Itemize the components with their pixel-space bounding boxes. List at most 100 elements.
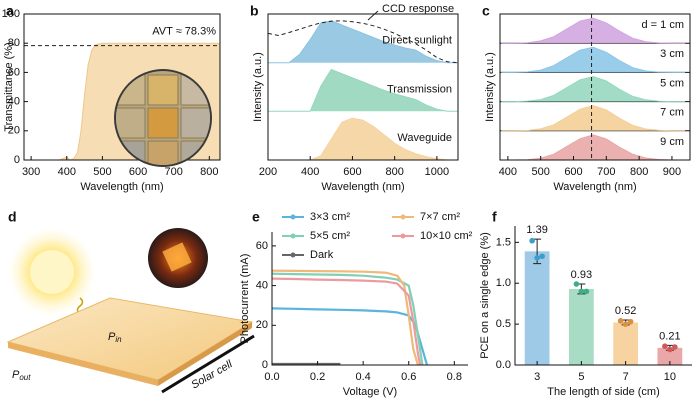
p-in-label: Pin (108, 331, 122, 344)
y-axis-label: Intensity (a.u.) (484, 52, 496, 122)
spectrum-curve (501, 46, 686, 73)
y-axis-label: Intensity (a.u.) (252, 52, 264, 122)
x-tick-label: 0.2 (310, 371, 325, 383)
series-label: Direct sunlight (382, 35, 452, 47)
sample-point (622, 321, 629, 327)
symbol: P (108, 331, 116, 343)
y-axis-label: Photocurrent (mA) (239, 254, 251, 344)
tile (147, 74, 179, 106)
panel: f The length of side (cm) PCE on a single … (479, 209, 692, 398)
series-label: 9 cm (660, 136, 684, 148)
x-tick-label: 700 (597, 166, 615, 178)
sample-point (529, 237, 535, 244)
legend-label: 5×5 cm² (310, 230, 350, 242)
sample-point (672, 344, 678, 350)
y-tick-label: 80 (8, 37, 20, 49)
y-axis-label: PCE on a single edge (%) (479, 232, 491, 359)
tile (147, 140, 179, 165)
series-label: d = 1 cm (642, 19, 685, 31)
y-tick-label: 60 (256, 240, 268, 252)
spectrum-fill (268, 118, 458, 160)
x-tick-label: 800 (385, 166, 403, 178)
axis-frame (499, 13, 691, 161)
subscript: out (19, 373, 31, 382)
y-tick-label: 20 (256, 319, 268, 331)
panel-letter: e (252, 209, 260, 225)
spectrum-fill (501, 47, 686, 73)
x-tick-label: 900 (663, 166, 681, 178)
x-tick-label: 300 (22, 166, 40, 178)
series-label: Transmission (387, 83, 452, 95)
sample-point (534, 255, 540, 261)
legend-label: 10×10 cm² (420, 230, 473, 242)
iv-curve (271, 272, 424, 366)
solar-cell (161, 334, 255, 394)
x-axis-label: Wavelength (nm) (553, 181, 636, 193)
y-tick-label: 0 (14, 154, 20, 166)
y-tick-label: 0 (262, 359, 268, 371)
axis-frame (271, 232, 468, 366)
x-axis-label: Voltage (V) (343, 386, 397, 398)
spectrum-curve (268, 20, 458, 64)
x-tick-label: 1000 (425, 166, 449, 178)
legend-marker (290, 214, 296, 220)
series-label: 5 cm (660, 77, 684, 89)
legend-label: 7×7 cm² (420, 211, 460, 223)
x-tick-label: 0.4 (356, 371, 371, 383)
axis-frame (23, 13, 221, 161)
legend-label: Dark (310, 249, 334, 261)
y-tick-label: 100 (2, 8, 20, 20)
panel: b Wavelength (nm) Intensity (a.u.) Direct s… (250, 3, 459, 193)
spectrum-curve (268, 68, 458, 112)
x-tick-label: 200 (259, 166, 277, 178)
sample-point (583, 288, 590, 295)
spectrum-fill (501, 105, 686, 131)
x-tick-label: 0.8 (447, 371, 462, 383)
legend-marker (290, 252, 296, 258)
panel-letter: b (250, 3, 259, 19)
sun-core (30, 250, 74, 294)
value-label: 1.39 (526, 224, 547, 236)
bar (657, 347, 683, 365)
x-tick-label: 500 (532, 166, 550, 178)
legend-marker (290, 233, 296, 239)
x-tick-label: 600 (343, 166, 361, 178)
series-label: 3 cm (660, 48, 684, 60)
bar (568, 288, 594, 365)
y-axis-label: Transmittance (%) (3, 42, 15, 131)
x-tick-label: 5 (578, 371, 584, 383)
panel-letter: a (6, 3, 14, 19)
spectrum-curve (501, 134, 686, 161)
symbol: P (12, 369, 20, 381)
x-tick-label: 800 (200, 166, 218, 178)
x-tick-label: 800 (630, 166, 648, 178)
tile (116, 107, 146, 139)
panel-letter: f (492, 209, 497, 225)
tile (180, 107, 210, 139)
bar (524, 251, 550, 365)
glow-square (162, 242, 192, 272)
y-tick-label: 1.5 (496, 236, 511, 248)
panel-letter: c (482, 3, 490, 19)
y-tick-label: 40 (8, 96, 20, 108)
panel: c Wavelength (nm) Intensity (a.u.) d = 1 cm… (482, 3, 691, 193)
transmittance-curve (24, 42, 220, 161)
panel-letter: d (8, 209, 17, 225)
plate-edge (158, 322, 252, 386)
x-tick-label: 400 (499, 166, 517, 178)
x-tick-label: 400 (301, 166, 319, 178)
series-label: Waveguide (397, 132, 452, 144)
value-label: 0.21 (659, 330, 680, 342)
leader-line (367, 10, 379, 21)
x-tick-label: 700 (164, 166, 182, 178)
panel: e Voltage (V) Photocurrent (mA) 3×3 cm² 5×5 … (239, 209, 473, 398)
spectrum-curve (501, 17, 686, 44)
iv-curve (271, 307, 429, 366)
legend-marker (400, 214, 406, 220)
p-out-label: Pout (12, 369, 31, 382)
y-tick-label: 20 (8, 125, 20, 137)
x-tick-label: 0.6 (401, 371, 416, 383)
x-tick-label: 7 (623, 371, 629, 383)
x-tick-label: 3 (534, 371, 540, 383)
y-tick-label: 1.0 (496, 277, 511, 289)
